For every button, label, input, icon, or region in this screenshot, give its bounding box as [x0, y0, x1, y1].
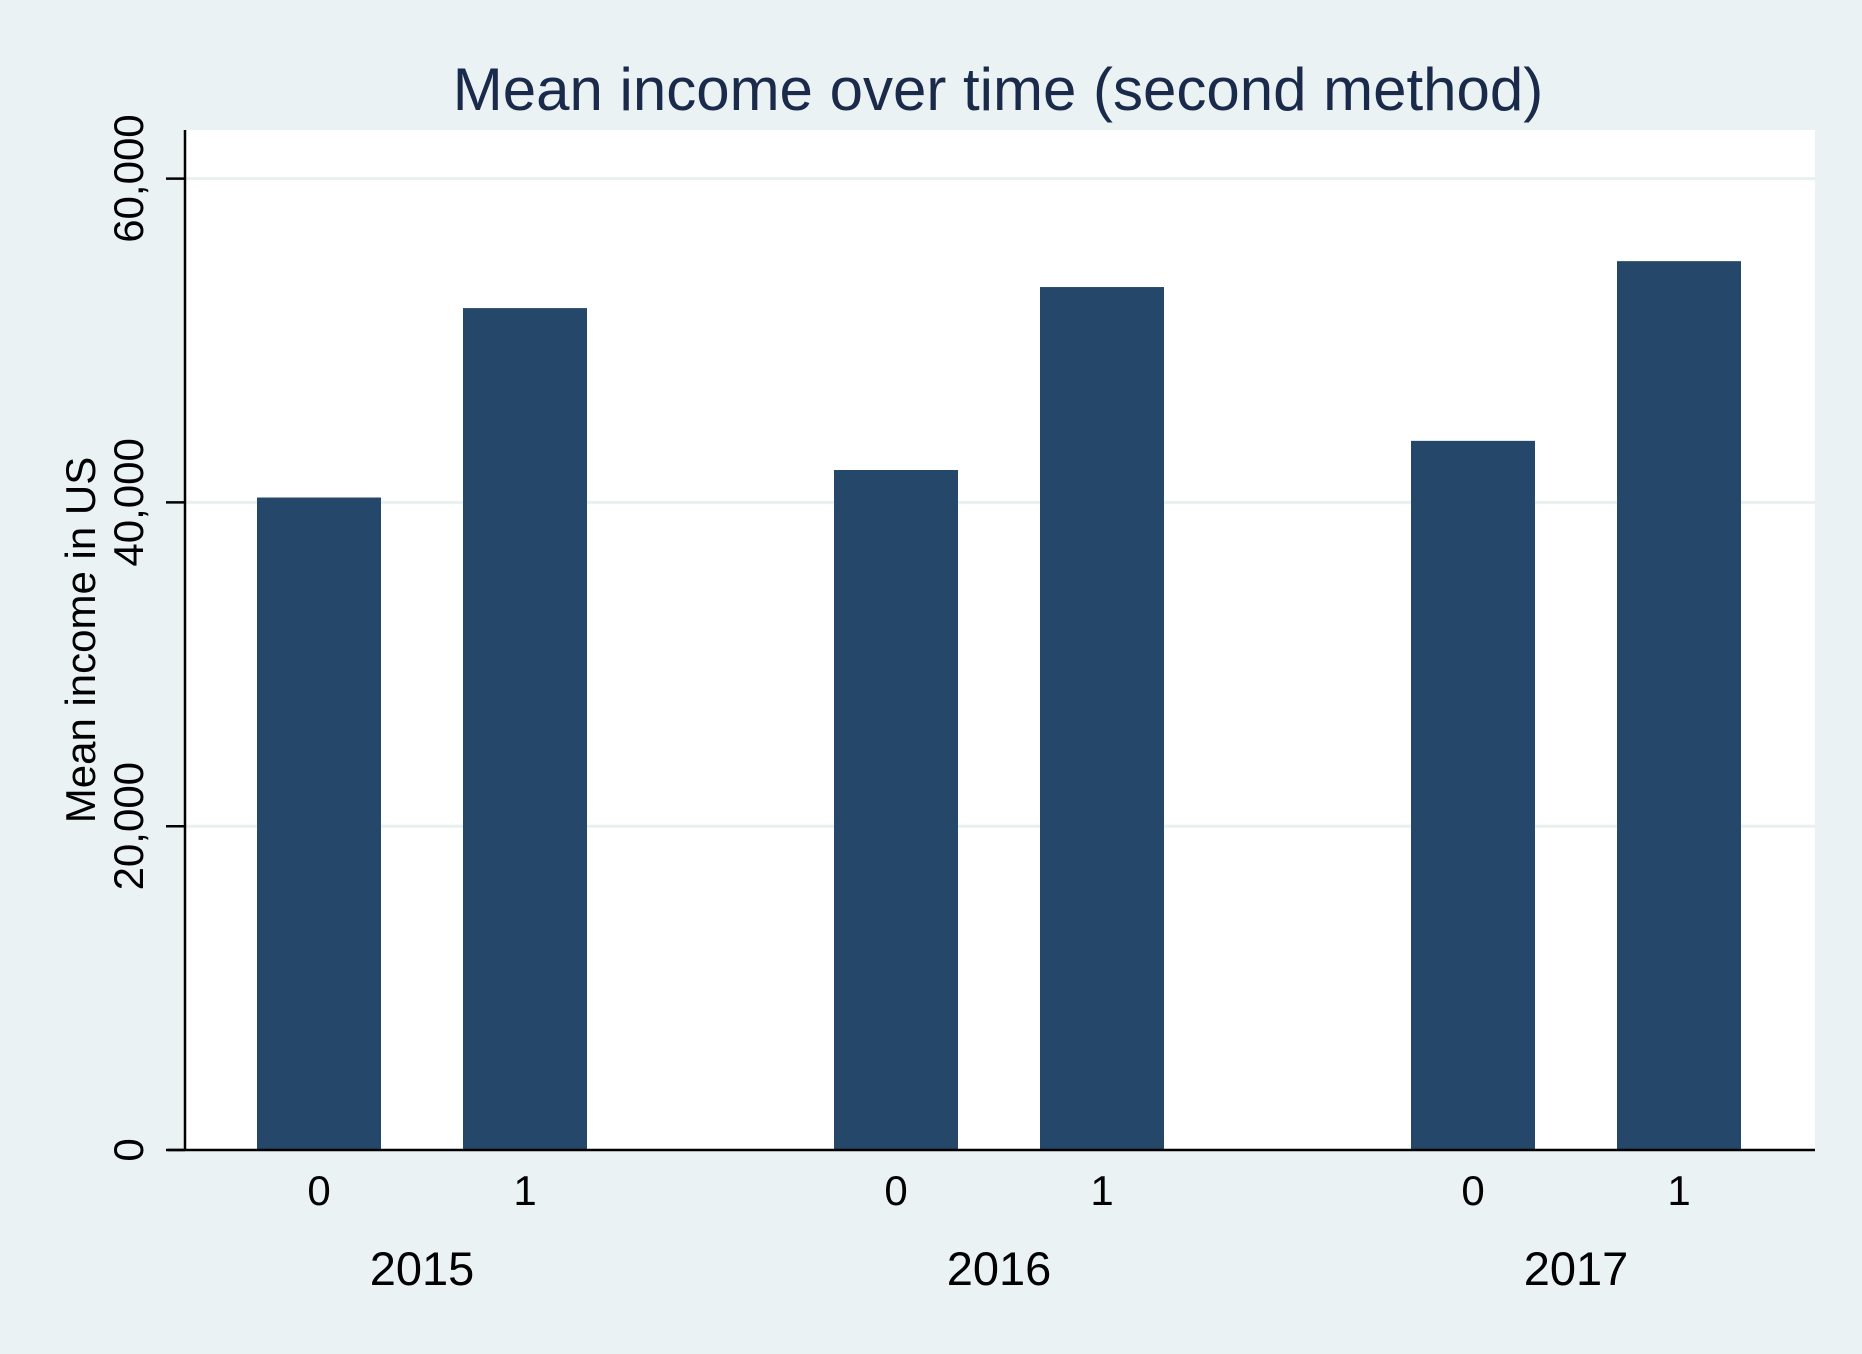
x-group-labels: 2015 2016 2017	[370, 1242, 1629, 1295]
bar-2017-0	[1411, 440, 1535, 1150]
x-tick-label: 1	[1090, 1167, 1113, 1214]
x-group-label: 2017	[1524, 1242, 1629, 1295]
y-tick-label: 60,000	[105, 114, 152, 242]
x-tick-labels: 0 1 0 1 0 1	[307, 1167, 1690, 1214]
bars	[257, 261, 1741, 1151]
bar-2015-1	[463, 308, 587, 1151]
bar-2017-1	[1617, 261, 1741, 1151]
bar-2016-0	[834, 470, 958, 1150]
x-tick-label: 0	[1461, 1167, 1484, 1214]
y-axis-label: Mean income in US	[57, 457, 104, 824]
y-tick-label: 20,000	[105, 762, 152, 890]
bar-2016-1	[1040, 287, 1164, 1150]
x-group-label: 2016	[947, 1242, 1052, 1295]
plot-area	[185, 130, 1815, 1150]
x-group-label: 2015	[370, 1242, 475, 1295]
x-tick-label: 1	[1667, 1167, 1690, 1214]
bar-2015-0	[257, 497, 381, 1150]
chart-title: Mean income over time (second method)	[453, 56, 1544, 123]
x-tick-label: 0	[307, 1167, 330, 1214]
x-tick-label: 0	[884, 1167, 907, 1214]
y-tick-labels: 0 20,000 40,000 60,000	[105, 114, 152, 1161]
y-tick-label: 40,000	[105, 438, 152, 566]
y-tick-label: 0	[105, 1138, 152, 1161]
axes	[166, 130, 1815, 1152]
x-tick-label: 1	[513, 1167, 536, 1214]
grid-lines	[185, 177, 1815, 828]
